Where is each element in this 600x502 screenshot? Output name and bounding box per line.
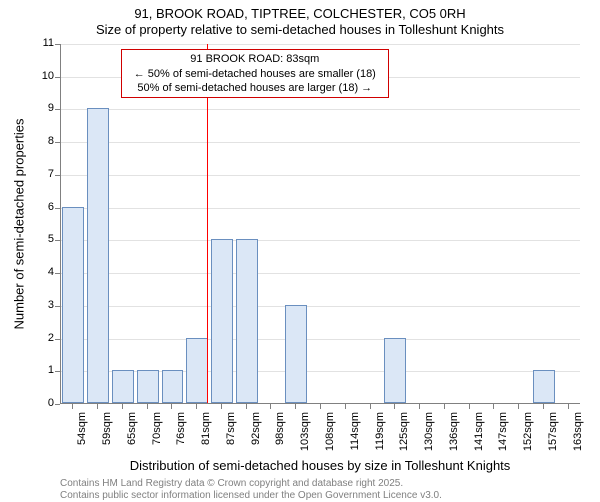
y-tick-label: 6 [14,201,54,213]
y-tick-label: 3 [14,299,54,311]
y-tick-label: 4 [14,266,54,278]
y-tick-mark [55,175,60,176]
bar [112,370,134,403]
x-tick-label: 130sqm [423,412,435,452]
gridline [61,240,580,241]
footer-line1: Contains HM Land Registry data © Crown c… [60,478,403,490]
x-tick-label: 81sqm [200,412,212,452]
chart-title-line2: Size of property relative to semi-detach… [0,22,600,37]
bar [384,338,406,403]
x-tick-label: 98sqm [274,412,286,452]
x-tick-mark [246,404,247,409]
bar [285,305,307,403]
x-tick-label: 157sqm [547,412,559,452]
x-tick-label: 103sqm [299,412,311,452]
y-tick-label: 8 [14,135,54,147]
bar [162,370,184,403]
x-tick-mark [444,404,445,409]
y-tick-label: 2 [14,332,54,344]
x-tick-label: 87sqm [225,412,237,452]
y-tick-mark [55,339,60,340]
x-tick-mark [221,404,222,409]
x-tick-label: 65sqm [126,412,138,452]
x-tick-label: 114sqm [349,412,361,452]
x-tick-mark [196,404,197,409]
y-tick-mark [55,142,60,143]
x-tick-label: 141sqm [473,412,485,452]
x-tick-mark [469,404,470,409]
annotation-line1: 91 BROOK ROAD: 83sqm [128,52,382,66]
x-tick-label: 152sqm [522,412,534,452]
y-tick-mark [55,77,60,78]
y-tick-mark [55,273,60,274]
y-tick-label: 5 [14,233,54,245]
x-tick-mark [147,404,148,409]
y-tick-label: 9 [14,102,54,114]
bar [87,108,109,403]
x-axis-label: Distribution of semi-detached houses by … [60,458,580,473]
footer-line2: Contains public sector information licen… [60,490,442,502]
gridline [61,273,580,274]
bar [533,370,555,403]
gridline [61,142,580,143]
y-axis-label-wrap: Number of semi-detached properties [12,44,26,404]
x-tick-mark [370,404,371,409]
chart-plot-area: 91 BROOK ROAD: 83sqm← 50% of semi-detach… [60,44,580,404]
annotation-box: 91 BROOK ROAD: 83sqm← 50% of semi-detach… [121,49,389,98]
y-tick-mark [55,306,60,307]
x-tick-label: 59sqm [101,412,113,452]
y-tick-mark [55,208,60,209]
y-tick-mark [55,240,60,241]
y-tick-label: 7 [14,168,54,180]
gridline [61,306,580,307]
x-tick-label: 136sqm [448,412,460,452]
x-tick-mark [171,404,172,409]
x-tick-mark [419,404,420,409]
x-tick-mark [493,404,494,409]
y-tick-label: 1 [14,364,54,376]
x-tick-mark [72,404,73,409]
x-tick-mark [394,404,395,409]
x-tick-label: 108sqm [324,412,336,452]
x-tick-label: 119sqm [374,412,386,452]
gridline [61,175,580,176]
y-tick-mark [55,371,60,372]
bar [186,338,208,403]
gridline [61,44,580,45]
y-tick-mark [55,404,60,405]
x-tick-mark [518,404,519,409]
x-tick-label: 125sqm [398,412,410,452]
x-tick-mark [543,404,544,409]
x-tick-mark [320,404,321,409]
x-tick-label: 76sqm [175,412,187,452]
annotation-line3: 50% of semi-detached houses are larger (… [128,81,382,95]
gridline [61,208,580,209]
x-tick-mark [295,404,296,409]
x-tick-mark [270,404,271,409]
y-tick-label: 10 [14,70,54,82]
x-tick-label: 163sqm [572,412,584,452]
x-tick-label: 70sqm [151,412,163,452]
x-tick-label: 92sqm [250,412,262,452]
y-tick-label: 0 [14,397,54,409]
gridline [61,339,580,340]
bar [236,239,258,403]
x-tick-mark [97,404,98,409]
bar [137,370,159,403]
bar [62,207,84,403]
y-tick-mark [55,44,60,45]
x-tick-label: 54sqm [76,412,88,452]
x-tick-label: 147sqm [497,412,509,452]
x-tick-mark [568,404,569,409]
bar [211,239,233,403]
y-tick-mark [55,109,60,110]
x-tick-mark [345,404,346,409]
chart-title-line1: 91, BROOK ROAD, TIPTREE, COLCHESTER, CO5… [0,6,600,21]
gridline [61,109,580,110]
y-tick-label: 11 [14,37,54,49]
x-tick-mark [122,404,123,409]
annotation-line2: ← 50% of semi-detached houses are smalle… [128,67,382,81]
